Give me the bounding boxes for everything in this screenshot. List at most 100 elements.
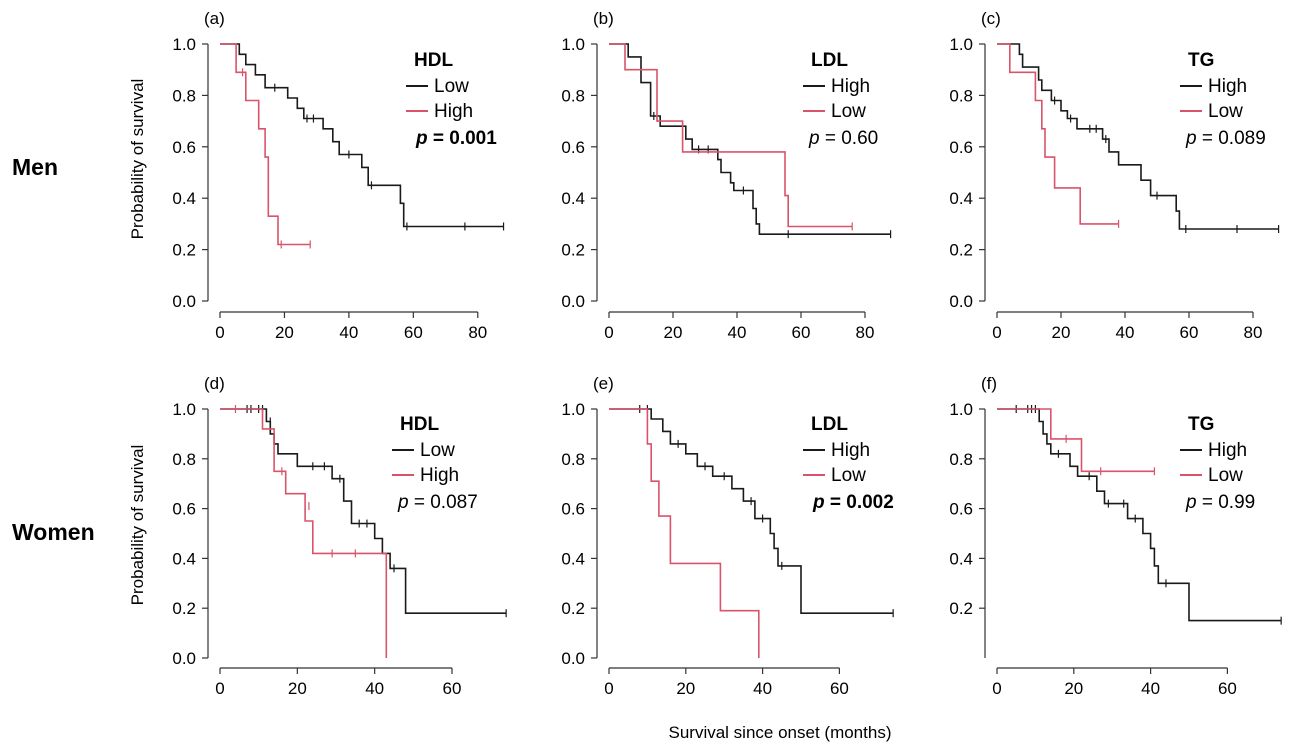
legend-entry: High: [1208, 440, 1247, 461]
y-tick-label: 0.2: [172, 599, 196, 618]
y-tick-label: 0.0: [949, 292, 973, 311]
x-tick-label: 20: [676, 679, 695, 698]
panel-c: (c) 0.0 0.2 0.4 0.6 0.8 1.0 0 20 40 60 80 TG High Low p…: [949, 9, 1280, 342]
p-value: p = 0.99: [1185, 492, 1255, 513]
y-tick-label: 0.4: [561, 549, 585, 568]
y-tick-label: 0.4: [172, 549, 196, 568]
y-tick-label: 0.4: [561, 189, 585, 208]
series-line-high: [609, 43, 891, 235]
y-axis-label-top: Probability of survival: [128, 79, 147, 240]
x-tick-label: 60: [792, 323, 811, 342]
series-line-low: [997, 408, 1155, 473]
legend-title: HDL: [400, 414, 439, 435]
x-tick-label: 60: [1218, 679, 1237, 698]
legend-entry: Low: [831, 101, 866, 122]
y-tick-label: 0.6: [949, 138, 973, 157]
y-tick-label: 0.6: [172, 138, 196, 157]
x-tick-label: 20: [1064, 679, 1083, 698]
panel-f: (f) 0.2 0.4 0.6 0.8 1.0 0 20 40 60 TG High Low p = 0.…: [949, 374, 1282, 698]
y-tick-label: 0.8: [949, 86, 973, 105]
y-tick-label: 1.0: [172, 400, 196, 419]
legend-entry: Low: [420, 440, 455, 461]
legend-entry: High: [420, 465, 459, 486]
y-tick-label: 0.0: [172, 649, 196, 668]
y-tick-label: 0.4: [949, 189, 973, 208]
y-tick-label: 0.0: [561, 292, 585, 311]
y-tick-label: 0.0: [172, 292, 196, 311]
y-tick-label: 0.6: [561, 138, 585, 157]
panel-label: (d): [204, 374, 225, 393]
y-tick-label: 1.0: [172, 35, 196, 54]
y-tick-label: 0.8: [172, 450, 196, 469]
panel-label: (b): [593, 9, 614, 28]
panel-a: (a) 0.0 0.2 0.4 0.6 0.8 1.0 0 20 40 60 80 HDL Low High…: [172, 9, 505, 342]
p-value: p = 0.001: [415, 128, 497, 149]
x-tick-label: 40: [1116, 323, 1135, 342]
x-tick-label: 40: [365, 679, 384, 698]
legend-title: TG: [1188, 50, 1214, 71]
row-label-women: Women: [12, 519, 95, 545]
series-line-high: [220, 43, 311, 246]
y-tick-label: 0.8: [949, 450, 973, 469]
x-tick-label: 80: [468, 323, 487, 342]
panel-label: (a): [204, 9, 225, 28]
y-tick-label: 0.8: [172, 86, 196, 105]
x-tick-label: 60: [1180, 323, 1199, 342]
panel-label: (f): [981, 374, 997, 393]
series-line-low: [609, 408, 760, 658]
x-tick-label: 0: [992, 323, 1001, 342]
y-tick-label: 0.2: [561, 599, 585, 618]
legend-title: HDL: [414, 50, 453, 71]
x-tick-label: 40: [339, 323, 358, 342]
legend-entry: Low: [1208, 101, 1243, 122]
y-tick-label: 1.0: [949, 400, 973, 419]
x-tick-label: 20: [275, 323, 294, 342]
legend-title: LDL: [811, 50, 848, 71]
legend-title: LDL: [811, 414, 848, 435]
series-line-high: [997, 408, 1282, 622]
y-tick-label: 0.4: [172, 189, 196, 208]
p-value: p = 0.087: [397, 492, 478, 513]
x-tick-label: 80: [1244, 323, 1263, 342]
series-line-high: [997, 43, 1279, 230]
x-tick-label: 20: [288, 679, 307, 698]
series-line-low: [997, 43, 1119, 225]
p-value: p = 0.002: [812, 492, 894, 513]
p-value: p = 0.60: [808, 128, 878, 149]
y-tick-label: 0.8: [561, 86, 585, 105]
p-value: p = 0.089: [1185, 128, 1266, 149]
y-tick-label: 0.2: [949, 241, 973, 260]
y-tick-label: 1.0: [561, 35, 585, 54]
y-tick-label: 1.0: [561, 400, 585, 419]
y-tick-label: 0.6: [172, 500, 196, 519]
x-axis-label: Survival since onset (months): [669, 723, 892, 742]
y-axis-label-bottom: Probability of survival: [128, 445, 147, 606]
legend-entry: High: [831, 76, 870, 97]
legend-entry: High: [831, 440, 870, 461]
x-tick-label: 0: [215, 323, 224, 342]
series-line-high: [609, 408, 894, 614]
x-tick-label: 60: [443, 679, 462, 698]
x-tick-label: 0: [992, 679, 1001, 698]
series-line-high: [220, 408, 388, 658]
panel-e: (e) 0.0 0.2 0.4 0.6 0.8 1.0 0 20 40 60 LDL High Low p …: [561, 374, 893, 698]
series-line-low: [220, 408, 507, 614]
x-tick-label: 80: [856, 323, 875, 342]
x-tick-label: 0: [604, 679, 613, 698]
x-tick-label: 0: [215, 679, 224, 698]
x-tick-label: 20: [1052, 323, 1071, 342]
y-tick-label: 0.2: [949, 599, 973, 618]
x-tick-label: 20: [664, 323, 683, 342]
y-tick-label: 0.2: [561, 241, 585, 260]
series-line-low: [609, 43, 853, 228]
panels-group: (a) 0.0 0.2 0.4 0.6 0.8 1.0 0 20 40 60 80 HDL Low High…: [172, 9, 1282, 698]
legend-title: TG: [1188, 414, 1214, 435]
y-tick-label: 1.0: [949, 35, 973, 54]
x-tick-label: 60: [830, 679, 849, 698]
x-tick-label: 40: [1141, 679, 1160, 698]
y-tick-label: 0.4: [949, 549, 973, 568]
y-tick-label: 0.0: [561, 649, 585, 668]
x-tick-label: 40: [753, 679, 772, 698]
